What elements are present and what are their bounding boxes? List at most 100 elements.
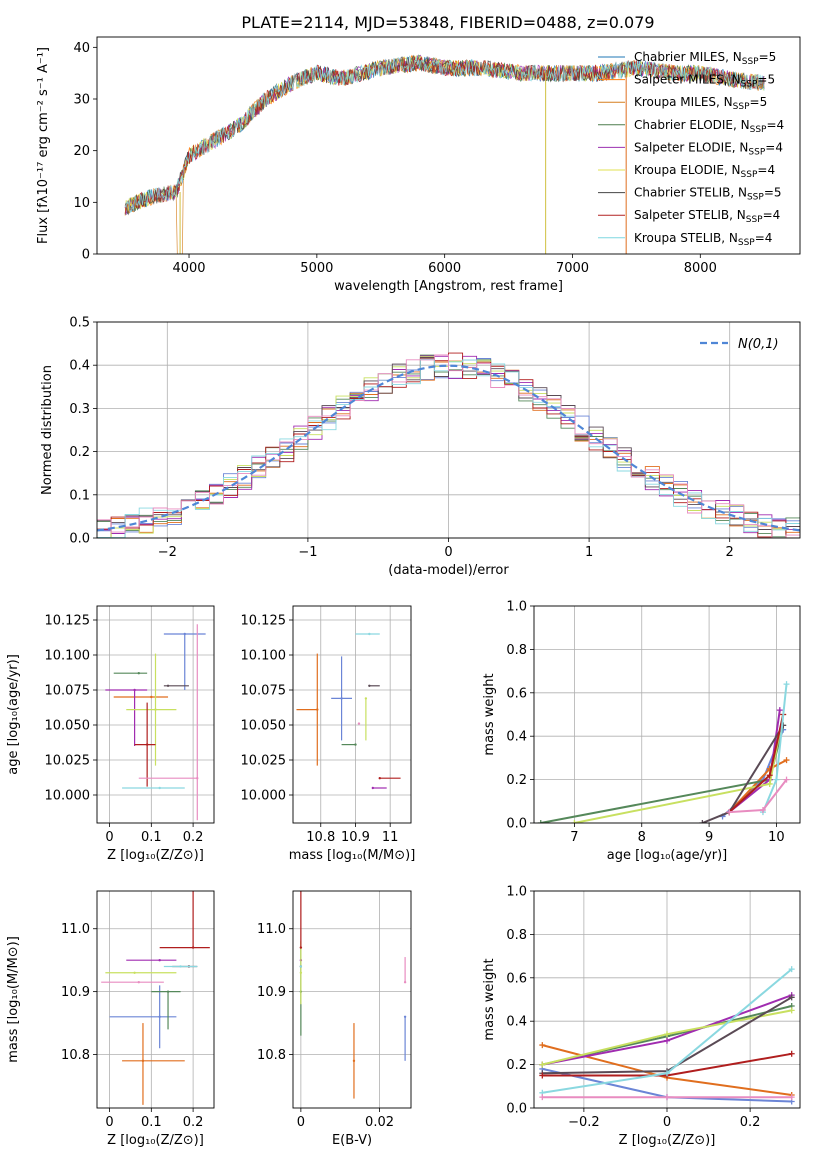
data-point xyxy=(299,946,303,949)
y-tick-label: 0.0 xyxy=(69,532,90,547)
data-point xyxy=(166,684,170,687)
data-point xyxy=(158,958,161,962)
y-tick-label: 10.100 xyxy=(45,649,91,664)
data-point xyxy=(299,965,303,968)
data-point xyxy=(316,708,319,711)
y-tick-label: 10.125 xyxy=(45,614,91,629)
x-tick-label: 6000 xyxy=(428,261,461,276)
x-tick-label: 11 xyxy=(382,830,399,845)
x-tick-label: 10.9 xyxy=(341,830,370,845)
x-axis-label: (data-model)/error xyxy=(388,563,509,578)
y-tick-label: 0 xyxy=(82,248,90,263)
data-point xyxy=(154,708,157,711)
y-tick-label: 0.0 xyxy=(506,1102,527,1117)
data-point xyxy=(354,743,357,746)
x-tick-label: 5000 xyxy=(300,261,333,276)
axes-frame xyxy=(292,890,412,1109)
weight-series xyxy=(574,714,785,823)
axes-frame xyxy=(292,605,412,824)
y-axis-label: mass [log₁₀(M/M⊙)] xyxy=(6,936,21,1063)
y-tick-label: 10.9 xyxy=(257,985,286,1000)
legend-label: Kroupa MILES, NSSP=5 xyxy=(634,95,767,112)
weight-marker xyxy=(539,1042,546,1049)
weight-marker xyxy=(776,707,783,714)
x-tick-label: 10.8 xyxy=(306,830,335,845)
y-tick-label: 30 xyxy=(73,93,90,108)
weight-marker xyxy=(539,1072,546,1079)
y-tick-label: 20 xyxy=(73,144,90,159)
axes-frame xyxy=(96,605,215,824)
y-tick-label: 0.4 xyxy=(69,359,90,374)
x-tick-label: 0 xyxy=(105,1115,113,1130)
y-axis-label: mass weight xyxy=(482,958,497,1040)
data-point xyxy=(158,786,161,790)
x-tick-label: 2 xyxy=(726,545,734,560)
weight-marker xyxy=(664,1070,670,1077)
weight-marker xyxy=(664,1031,670,1038)
x-tick-label: −1 xyxy=(298,545,317,560)
y-tick-label: 10 xyxy=(73,196,90,211)
spectrum-series xyxy=(124,54,765,216)
data-point xyxy=(137,981,140,984)
data-point xyxy=(133,688,136,692)
weight-marker xyxy=(539,1094,546,1101)
axes-frame xyxy=(96,36,801,255)
weight-marker xyxy=(699,820,706,823)
gaussian-curve xyxy=(97,364,800,532)
x-tick-label: 0.2 xyxy=(183,830,204,845)
axes-frame xyxy=(96,890,215,1109)
x-axis-label: mass [log₁₀(M/M⊙)] xyxy=(289,848,416,863)
data-point xyxy=(352,1059,356,1063)
y-tick-label: 0.0 xyxy=(506,817,527,832)
x-tick-label: 0.2 xyxy=(183,1115,204,1130)
weight-marker xyxy=(537,820,544,823)
y-axis-label: Normed distribution xyxy=(40,365,55,495)
weight-marker xyxy=(664,1094,670,1101)
y-tick-label: 0.3 xyxy=(69,402,90,417)
x-tick-label: 0.1 xyxy=(141,1115,162,1130)
data-point xyxy=(364,697,368,700)
y-tick-label: 11.0 xyxy=(61,922,90,937)
plot-area xyxy=(124,54,765,254)
legend-label: Salpeter ELODIE, NSSP=4 xyxy=(634,140,783,157)
y-tick-label: 10.000 xyxy=(241,789,287,804)
y-tick-label: 0.2 xyxy=(506,1058,527,1073)
weight-marker xyxy=(788,1094,795,1101)
data-point xyxy=(368,684,371,687)
weight-marker xyxy=(788,994,795,1001)
y-axis-label: Flux [fλ10⁻¹⁷ erg cm⁻² s⁻¹ A⁻¹] xyxy=(36,47,51,244)
legend-label: N(0,1) xyxy=(738,337,779,352)
data-point xyxy=(368,632,371,636)
y-tick-label: 0.8 xyxy=(506,643,527,658)
y-axis-label: age [log₁₀(age/yr)] xyxy=(6,654,21,775)
y-tick-label: 0.6 xyxy=(506,971,527,986)
y-tick-label: 11.0 xyxy=(257,922,286,937)
axes-frame xyxy=(533,890,801,1109)
y-tick-label: 0.5 xyxy=(69,316,90,331)
y-tick-label: 10.8 xyxy=(257,1048,286,1063)
histogram-series xyxy=(97,354,800,538)
data-point xyxy=(340,697,343,700)
y-tick-label: 10.9 xyxy=(61,985,90,1000)
data-point xyxy=(141,1059,145,1063)
x-tick-label: 0 xyxy=(105,830,113,845)
x-tick-label: −0.2 xyxy=(568,1115,600,1130)
spectrum-series xyxy=(124,55,765,213)
data-point xyxy=(179,965,182,968)
data-point xyxy=(378,777,381,780)
legend-label: Chabrier STELIB, NSSP=5 xyxy=(634,186,782,203)
data-point xyxy=(183,632,186,636)
data-point xyxy=(145,743,149,746)
data-point xyxy=(158,1015,161,1018)
data-point xyxy=(403,981,407,984)
panel-mass_vs_Z: 0 0.1 0.2 10.8 10.9 11.0 Z [log₁₀(Z/Z⊙)] mass [… xyxy=(6,890,215,1148)
axes-frame xyxy=(533,605,801,824)
x-tick-label: 0 xyxy=(297,1115,305,1130)
x-tick-label: 7000 xyxy=(556,261,589,276)
y-tick-label: 0.2 xyxy=(506,773,527,788)
plot-area xyxy=(539,966,795,1105)
x-tick-label: 0 xyxy=(444,545,452,560)
x-tick-label: 8 xyxy=(638,830,646,845)
axes-frame xyxy=(96,321,801,539)
x-tick-label: 0.02 xyxy=(365,1115,394,1130)
